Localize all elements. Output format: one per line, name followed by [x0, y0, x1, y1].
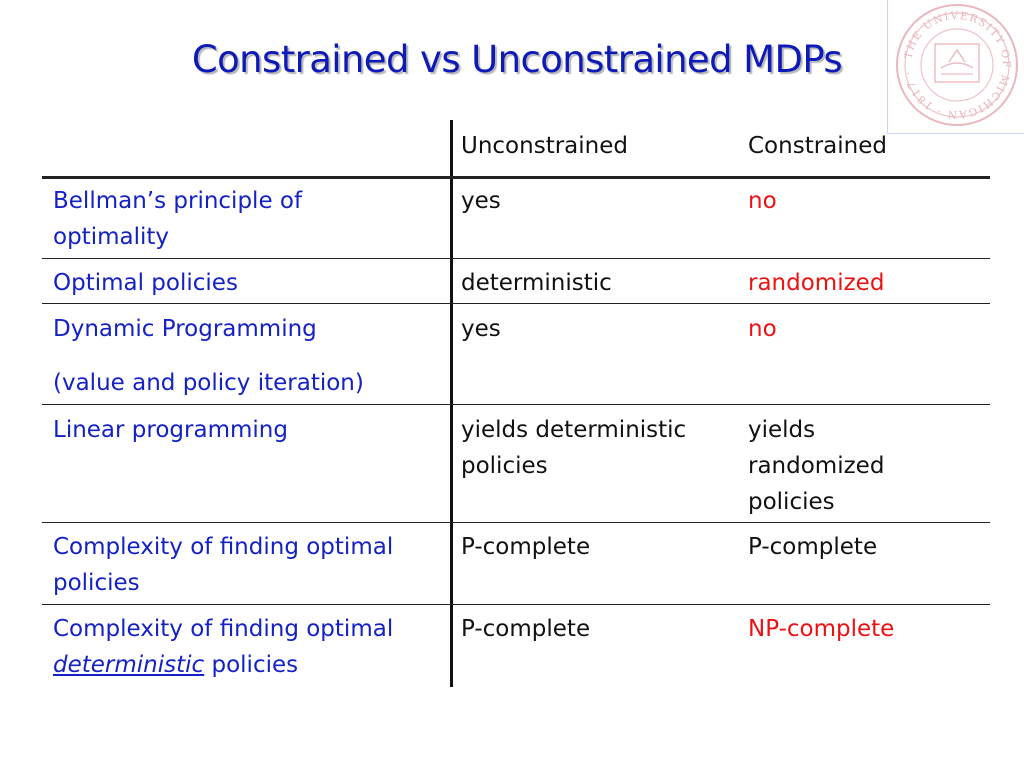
- university-seal: THE UNIVERSITY OF MICHIGAN · 1817 ·: [887, 0, 1024, 134]
- row-label: optimality: [53, 224, 169, 250]
- constrained-value: randomized: [748, 270, 885, 296]
- header-unconstrained: Unconstrained: [461, 133, 628, 159]
- row-label: Linear programming: [53, 417, 288, 443]
- row-label: deterministic policies: [53, 647, 298, 683]
- constrained-value: randomized: [748, 453, 885, 479]
- unconstrained-value: deterministic: [461, 270, 612, 296]
- header-divider: [42, 176, 990, 179]
- row-label-rest: policies: [204, 652, 299, 678]
- slide-title: Constrained vs Unconstrained MDPs: [191, 38, 843, 81]
- row-label: Complexity of finding optimal: [53, 616, 394, 642]
- row-label: (value and policy iteration): [53, 370, 364, 396]
- unconstrained-value: P-complete: [461, 534, 591, 560]
- unconstrained-value: yes: [461, 188, 501, 214]
- constrained-value: no: [748, 316, 777, 342]
- row-label: Optimal policies: [53, 270, 238, 296]
- constrained-value: NP-complete: [748, 616, 895, 642]
- row-label: policies: [53, 570, 140, 596]
- unconstrained-value: yields deterministic: [461, 417, 687, 443]
- row-divider: [42, 258, 990, 259]
- column-divider: [450, 120, 453, 687]
- constrained-value: yields: [748, 417, 816, 443]
- comparison-table: Unconstrained Constrained Bellman’s prin…: [42, 120, 992, 690]
- header-constrained: Constrained: [748, 133, 887, 159]
- svg-text:THE UNIVERSITY OF MICHIGAN · 1: THE UNIVERSITY OF MICHIGAN · 1817 ·: [902, 10, 1012, 120]
- unconstrained-value: yes: [461, 316, 501, 342]
- row-label: Bellman’s principle of: [53, 188, 303, 214]
- constrained-value: policies: [748, 489, 835, 515]
- row-divider: [42, 404, 990, 405]
- row-label: Complexity of finding optimal: [53, 534, 394, 560]
- constrained-value: no: [748, 188, 777, 214]
- row-label: Dynamic Programming: [53, 316, 317, 342]
- row-divider: [42, 522, 990, 523]
- seal-emblem-icon: THE UNIVERSITY OF MICHIGAN · 1817 ·: [896, 4, 1018, 126]
- row-divider: [42, 604, 990, 605]
- row-divider: [42, 303, 990, 304]
- emphasized-word: deterministic: [53, 652, 205, 678]
- unconstrained-value: P-complete: [461, 616, 591, 642]
- unconstrained-value: policies: [461, 453, 548, 479]
- constrained-value: P-complete: [748, 534, 878, 560]
